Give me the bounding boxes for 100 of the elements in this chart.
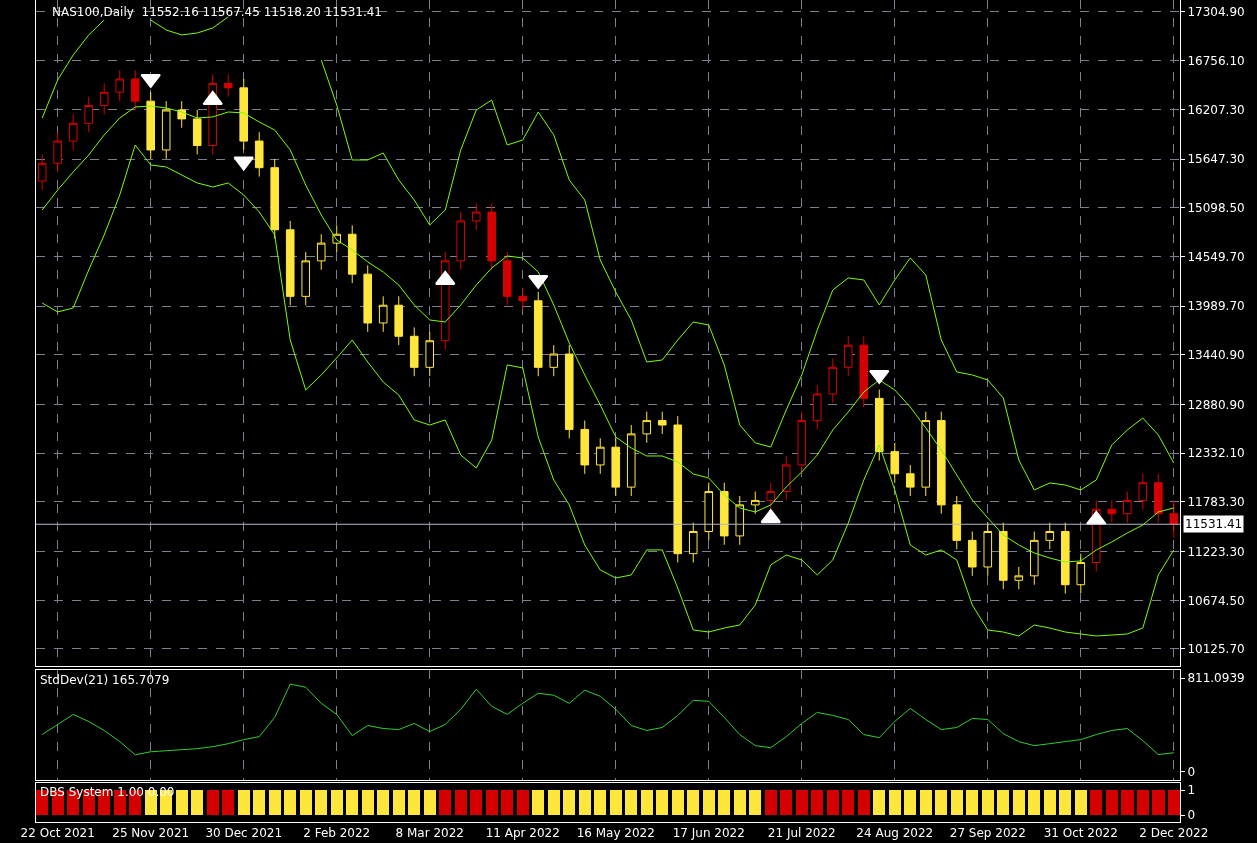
x-tick-label: 11 Apr 2022 bbox=[485, 826, 560, 841]
candlestick bbox=[99, 82, 109, 115]
point bbox=[140, 73, 161, 88]
y-tick-label: 12332.10 bbox=[1187, 446, 1245, 461]
candlestick bbox=[673, 415, 683, 564]
candlestick bbox=[394, 295, 404, 346]
y-tick-label: 10674.50 bbox=[1187, 593, 1245, 608]
x-tick-label: 16 May 2022 bbox=[576, 826, 655, 841]
candlestick bbox=[983, 522, 993, 577]
y-tick-label: 0 bbox=[1187, 765, 1196, 780]
x-tick-label: 2 Feb 2022 bbox=[303, 826, 371, 841]
candlestick bbox=[115, 69, 125, 102]
candlestick bbox=[84, 96, 93, 133]
candlestick bbox=[285, 220, 295, 306]
candlestick bbox=[797, 411, 807, 475]
candlestick bbox=[781, 455, 791, 501]
candlestick bbox=[766, 482, 776, 510]
candlestick bbox=[1123, 491, 1132, 524]
candlestick bbox=[1107, 499, 1117, 524]
x-tick-label: 25 Nov 2021 bbox=[112, 826, 190, 841]
candlestick bbox=[549, 344, 559, 377]
candlestick bbox=[642, 411, 652, 444]
line-series bbox=[41, 683, 1175, 756]
x-tick-label: 31 Oct 2022 bbox=[1043, 826, 1118, 841]
candlestick bbox=[270, 158, 280, 240]
candlestick bbox=[1154, 473, 1163, 524]
x-tick-label: 22 Oct 2021 bbox=[20, 826, 95, 841]
candlestick bbox=[998, 522, 1008, 590]
candlestick bbox=[378, 295, 388, 333]
candlestick bbox=[425, 331, 435, 377]
y-tick-label: 811.0939 bbox=[1187, 671, 1245, 686]
candlestick bbox=[704, 482, 714, 541]
y-tick-label: 11223.30 bbox=[1187, 544, 1245, 559]
candlestick bbox=[688, 522, 698, 564]
candlestick bbox=[409, 326, 419, 377]
y-tick-label: 16756.10 bbox=[1187, 53, 1245, 68]
candlestick bbox=[1138, 473, 1148, 510]
candlestick bbox=[921, 411, 931, 497]
line-series bbox=[41, 105, 1175, 563]
candlestick bbox=[750, 491, 760, 515]
candlestick bbox=[905, 464, 915, 497]
y-tick-label: 16207.30 bbox=[1187, 102, 1245, 117]
y-tick-label: 13440.90 bbox=[1187, 348, 1245, 363]
chart-title: StdDev(21) 165.7079 bbox=[40, 673, 170, 687]
point bbox=[869, 369, 890, 384]
candlestick bbox=[68, 113, 78, 151]
candlestick bbox=[254, 131, 264, 178]
candlestick bbox=[502, 251, 512, 306]
candlestick bbox=[347, 224, 357, 284]
candlestick bbox=[859, 335, 869, 408]
candlestick bbox=[53, 131, 62, 173]
point bbox=[233, 156, 254, 171]
x-tick-label: 27 Sep 2022 bbox=[949, 826, 1026, 841]
candlestick bbox=[611, 437, 621, 497]
candlestick bbox=[363, 264, 373, 333]
candlestick bbox=[223, 74, 233, 98]
line-series bbox=[41, 144, 1175, 637]
candlestick bbox=[518, 286, 528, 311]
candlestick bbox=[967, 530, 977, 577]
candlestick bbox=[316, 233, 326, 271]
x-tick-label: 2 Dec 2022 bbox=[1139, 826, 1209, 841]
y-tick-label: 15098.50 bbox=[1187, 200, 1245, 215]
candlestick bbox=[828, 357, 838, 404]
candlestick bbox=[890, 442, 900, 484]
candlestick bbox=[580, 420, 590, 475]
y-tick-label: 12880.90 bbox=[1187, 397, 1245, 412]
candlestick bbox=[239, 78, 249, 151]
candlestick bbox=[146, 91, 156, 160]
point bbox=[528, 274, 549, 289]
y-tick-label: 14549.70 bbox=[1187, 249, 1245, 264]
candlestick bbox=[1045, 522, 1055, 550]
x-tick-label: 21 Jul 2022 bbox=[767, 826, 836, 841]
candlestick bbox=[471, 202, 481, 231]
candlestick bbox=[456, 211, 466, 271]
candlestick bbox=[487, 202, 497, 271]
x-tick-label: 8 Mar 2022 bbox=[395, 826, 464, 841]
y-tick-label: 13989.70 bbox=[1187, 299, 1245, 314]
candlestick bbox=[1060, 522, 1070, 595]
y-tick-label: 17304.90 bbox=[1187, 5, 1245, 20]
x-tick-label: 17 Jun 2022 bbox=[672, 826, 745, 841]
candlestick bbox=[874, 389, 884, 461]
candlestick bbox=[812, 384, 822, 430]
text: NAS100,Daily 11552.16 11567.45 11518.20 11531.41 bbox=[52, 5, 382, 19]
ref-line-label: 11531.41 bbox=[1185, 517, 1243, 531]
candlestick bbox=[657, 411, 667, 435]
candlestick bbox=[130, 69, 140, 111]
candlestick bbox=[735, 495, 745, 546]
candlestick bbox=[1014, 566, 1024, 590]
y-tick-label: 0 bbox=[1187, 808, 1196, 823]
x-tick-label: 24 Aug 2022 bbox=[856, 826, 934, 841]
candlestick bbox=[564, 344, 574, 439]
point bbox=[760, 509, 781, 524]
x-tick-label: 30 Dec 2021 bbox=[205, 826, 283, 841]
candlestick bbox=[719, 482, 729, 546]
candlestick bbox=[936, 411, 946, 515]
y-tick-label: 10125.70 bbox=[1187, 642, 1245, 657]
candlestick bbox=[37, 153, 47, 191]
candlestick bbox=[533, 291, 543, 377]
y-tick-label: 1 bbox=[1187, 783, 1196, 798]
candlestick bbox=[1169, 499, 1179, 539]
